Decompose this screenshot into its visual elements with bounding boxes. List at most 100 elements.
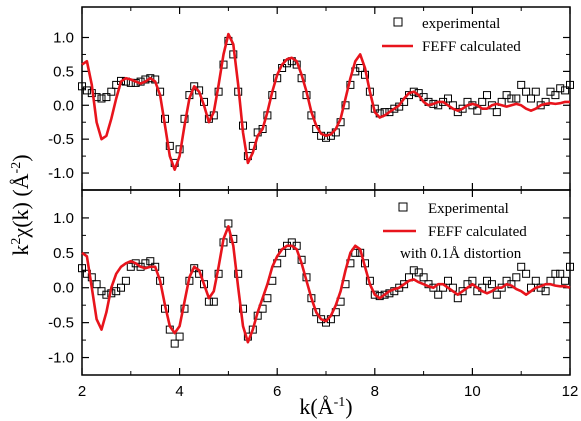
experimental-point <box>117 283 125 292</box>
experimental-point <box>512 273 521 282</box>
experimental-point <box>541 97 550 106</box>
experimental-point <box>82 86 91 95</box>
experimental-point <box>551 91 560 100</box>
experimental-point <box>414 268 423 277</box>
experimental-point <box>97 94 106 103</box>
y-axis-title: k2χ(k) (Å-2) <box>8 154 33 255</box>
experimental-point <box>541 287 550 296</box>
experimental-point <box>78 264 86 273</box>
experimental-point <box>239 304 247 313</box>
top-panel: -1.0 -0.5 0.0 0.5 1.0 experimental FEFF calc… <box>48 6 574 191</box>
x-tick-label: 2 <box>78 383 86 400</box>
experimental-point <box>517 80 526 89</box>
y-tick-label: 0.0 <box>53 97 74 114</box>
top-legend: experimental FEFF calculated <box>382 16 521 55</box>
bottom-legend: Experimental FEFF calculated with 0.1Å d… <box>383 201 527 262</box>
top-axis-ticks: -1.0 -0.5 0.0 0.5 1.0 <box>48 7 571 190</box>
experimental-point <box>444 276 452 285</box>
experimental-point <box>556 269 565 278</box>
experimental-point <box>492 108 501 117</box>
feff-calculated-line <box>81 32 570 171</box>
experimental-point <box>487 280 496 289</box>
experimental-point <box>322 133 330 142</box>
legend-label-experimental: experimental <box>422 16 500 32</box>
experimental-point <box>92 280 101 289</box>
experimental-point <box>522 87 531 96</box>
y-tick-label: -1.0 <box>48 350 74 367</box>
x-tick-label: 10 <box>464 383 481 400</box>
experimental-point <box>507 94 516 103</box>
experimental-point <box>556 84 565 93</box>
y-tick-label: -1.0 <box>48 165 74 182</box>
top-plot-frame <box>81 6 571 191</box>
legend-square-marker <box>393 17 403 27</box>
y-title-close: ) <box>8 154 33 161</box>
legend-label-experimental: Experimental <box>428 201 509 217</box>
x-tick-label: 12 <box>562 383 579 400</box>
experimental-point <box>409 266 418 275</box>
experimental-point <box>444 94 452 103</box>
y-tick-label: 0.0 <box>53 280 74 297</box>
bottom-plot-frame <box>81 189 571 376</box>
experimental-point <box>400 280 409 289</box>
y-tick-label: 1.0 <box>53 210 74 227</box>
legend-square-marker <box>398 202 408 212</box>
y-tick-label: 0.5 <box>53 245 74 262</box>
experimental-point <box>483 91 491 100</box>
experimental-point <box>146 257 155 266</box>
x-title-sup: -1 <box>334 395 346 410</box>
experimental-point <box>531 276 540 285</box>
legend-label-distortion: with 0.1Å distortion <box>400 246 522 262</box>
experimental-point <box>121 276 130 285</box>
experimental-point <box>561 86 570 95</box>
experimental-point <box>527 94 535 103</box>
experimental-point <box>566 262 574 271</box>
experimental-point <box>141 259 150 268</box>
y-title-k-sup: 2 <box>9 238 24 245</box>
bottom-panel: 2 4 6 8 10 12 -1.0 -0.5 0.0 0.5 1.0 Experimental F… <box>48 189 579 400</box>
experimental-point <box>566 80 574 89</box>
experimental-point <box>146 74 155 83</box>
experimental-point <box>263 294 272 303</box>
experimental-point <box>561 276 570 285</box>
y-tick-label: -0.5 <box>48 315 74 332</box>
experimental-point <box>492 290 501 299</box>
legend-label-feff: FEFF calculated <box>428 224 527 240</box>
y-title-k: k <box>8 245 33 256</box>
y-tick-label: 1.0 <box>53 30 74 47</box>
x-tick-label: 4 <box>175 383 183 400</box>
y-title-chi-sup: -2 <box>9 162 24 174</box>
experimental-point <box>419 273 428 282</box>
experimental-point <box>458 287 467 296</box>
top-series-layer <box>78 32 574 171</box>
experimental-point <box>551 269 560 278</box>
experimental-point <box>380 290 389 299</box>
experimental-point <box>517 262 526 271</box>
x-title-close: ) <box>345 394 352 419</box>
experimental-point <box>522 269 531 278</box>
experimental-point <box>209 297 218 306</box>
x-tick-label: 6 <box>273 383 281 400</box>
experimental-point <box>107 87 116 96</box>
experimental-point <box>370 290 379 299</box>
x-title-k: k(Å <box>299 394 333 419</box>
experimental-point <box>531 87 540 96</box>
y-tick-label: -0.5 <box>48 131 74 148</box>
experimental-point <box>473 106 482 115</box>
experimental-point <box>78 82 86 91</box>
x-tick-label: 8 <box>371 383 379 400</box>
experimental-point <box>390 104 399 113</box>
y-tick-label: 0.5 <box>53 63 74 80</box>
experimental-point <box>102 93 111 102</box>
legend-label-feff: FEFF calculated <box>422 39 521 55</box>
bottom-series-layer <box>78 219 574 348</box>
y-title-chi: χ(k) (Å <box>8 173 33 238</box>
experimental-point <box>434 290 443 299</box>
experimental-point <box>458 104 467 113</box>
experimental-point <box>512 94 521 103</box>
experimental-point <box>478 97 487 106</box>
experimental-point <box>170 339 179 348</box>
experimental-point <box>175 332 184 341</box>
feff-calculated-line <box>81 225 571 344</box>
